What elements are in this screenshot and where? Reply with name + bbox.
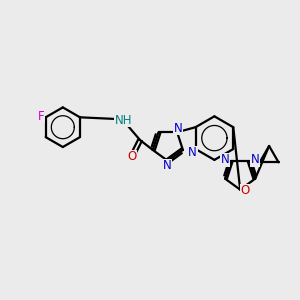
Text: O: O — [128, 150, 137, 164]
Text: N: N — [174, 122, 182, 135]
Text: NH: NH — [115, 114, 132, 127]
Text: O: O — [241, 184, 250, 197]
Text: N: N — [163, 159, 171, 172]
Text: F: F — [38, 110, 44, 123]
Text: N: N — [188, 146, 197, 160]
Text: N: N — [251, 154, 260, 166]
Text: N: N — [220, 154, 229, 166]
